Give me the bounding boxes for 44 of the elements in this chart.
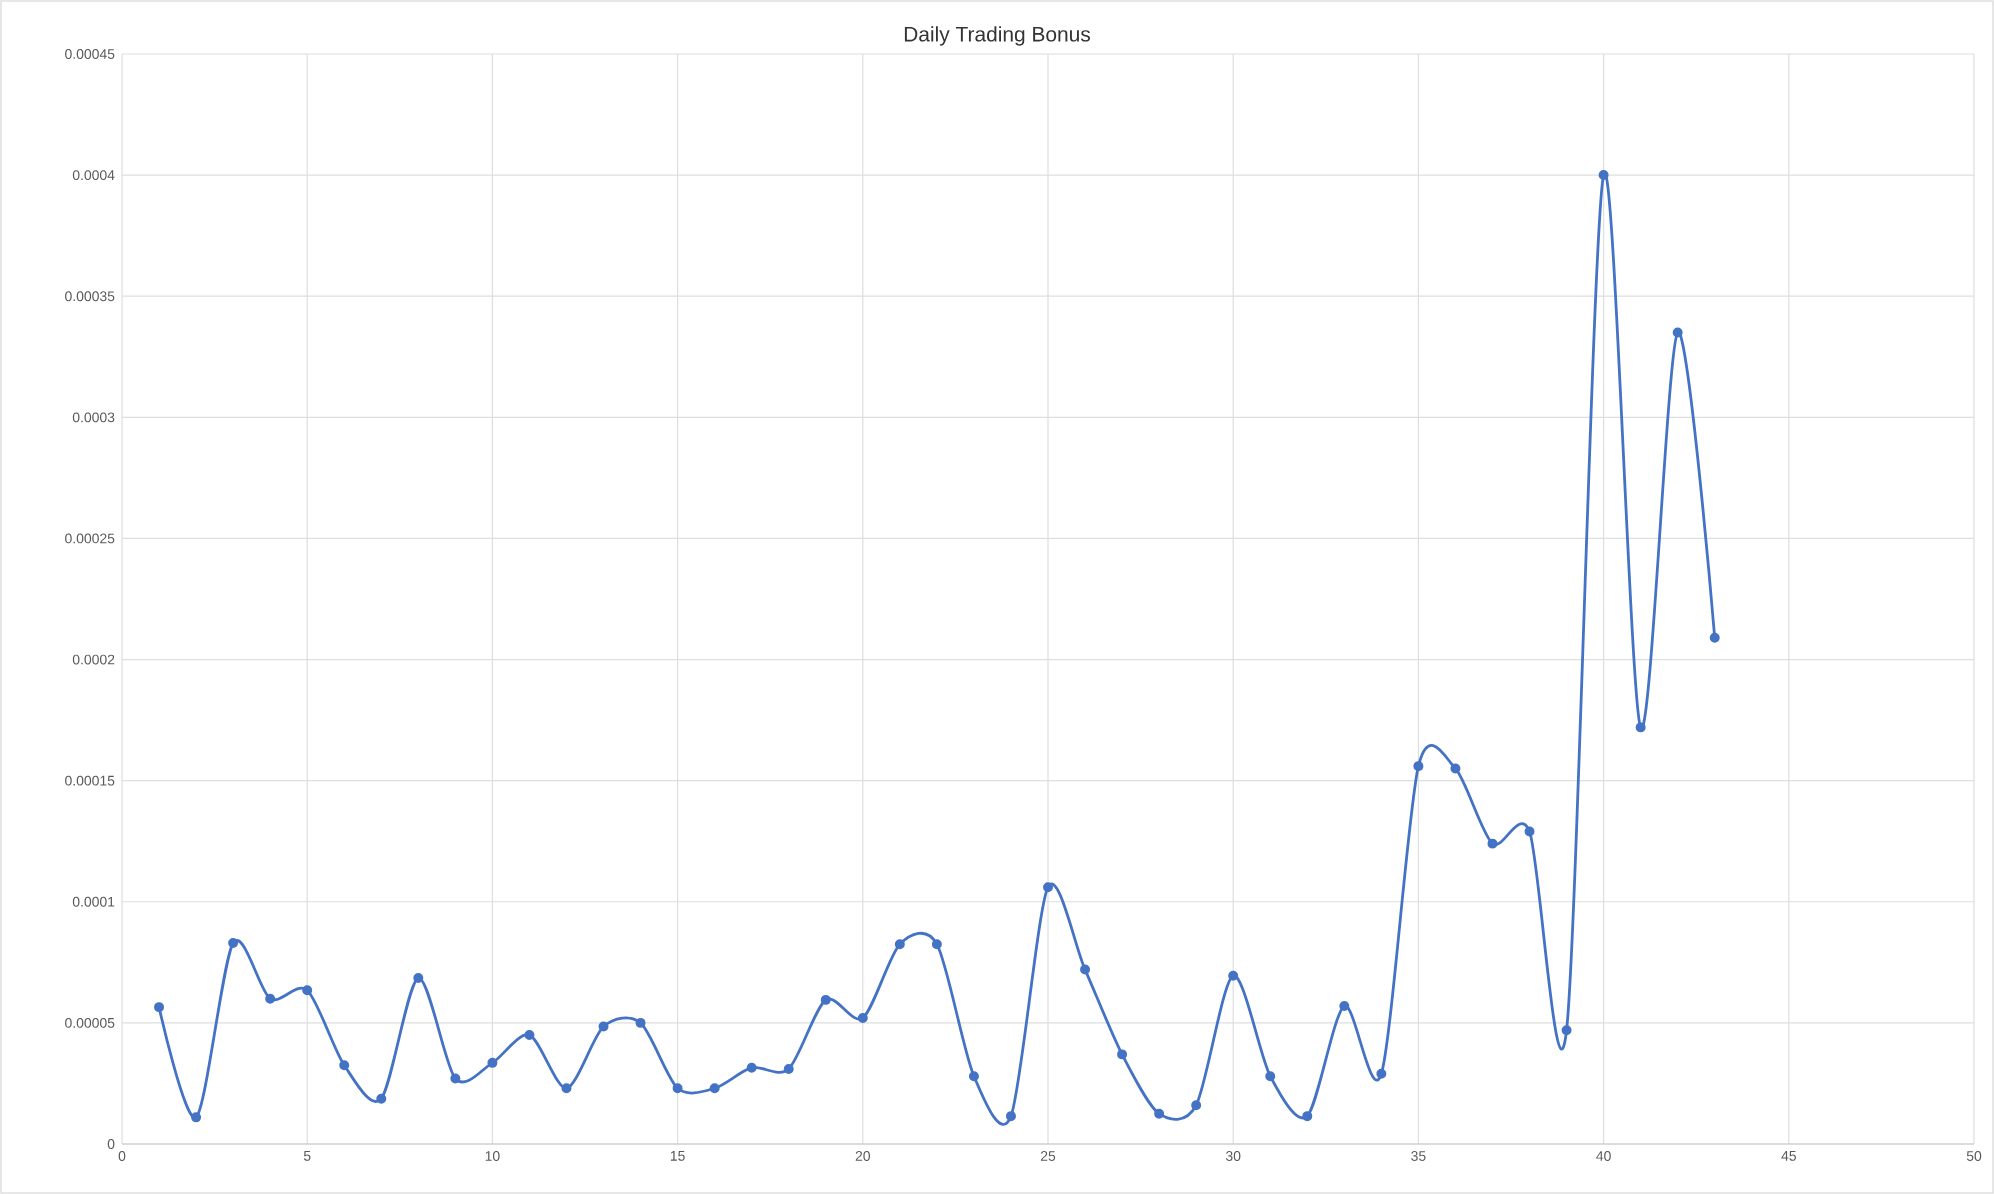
point bbox=[1228, 970, 1239, 981]
point bbox=[1524, 826, 1535, 837]
point bbox=[376, 1093, 387, 1104]
point bbox=[1043, 882, 1053, 893]
point bbox=[709, 1083, 720, 1094]
point bbox=[746, 1062, 757, 1073]
point bbox=[1413, 761, 1424, 772]
point bbox=[154, 1002, 165, 1013]
point bbox=[302, 985, 313, 996]
point bbox=[1487, 838, 1498, 849]
point bbox=[857, 1013, 868, 1024]
point bbox=[598, 1021, 609, 1032]
point bbox=[487, 1057, 498, 1068]
point bbox=[1005, 1111, 1016, 1122]
point bbox=[672, 1083, 683, 1094]
point bbox=[561, 1083, 572, 1094]
point bbox=[413, 973, 424, 984]
point bbox=[1450, 763, 1461, 774]
point bbox=[1265, 1071, 1276, 1082]
point bbox=[783, 1063, 794, 1074]
point bbox=[1598, 170, 1609, 181]
point bbox=[931, 939, 942, 950]
point bbox=[524, 1030, 535, 1040]
point bbox=[339, 1060, 350, 1071]
point bbox=[1672, 327, 1683, 338]
point bbox=[1339, 1000, 1350, 1011]
point bbox=[894, 939, 905, 950]
point bbox=[1080, 964, 1091, 975]
point bbox=[1561, 1025, 1572, 1036]
point bbox=[1302, 1111, 1313, 1122]
point bbox=[820, 994, 831, 1005]
point bbox=[968, 1071, 979, 1082]
point bbox=[191, 1112, 202, 1123]
point bbox=[635, 1017, 646, 1028]
point bbox=[450, 1073, 461, 1084]
point bbox=[1376, 1068, 1387, 1079]
point bbox=[1117, 1049, 1128, 1060]
chart-title: Daily Trading Bonus bbox=[904, 26, 1090, 46]
point bbox=[1191, 1100, 1202, 1111]
point bbox=[1154, 1108, 1165, 1119]
point bbox=[265, 993, 276, 1004]
point bbox=[1635, 722, 1646, 733]
point bbox=[1709, 632, 1720, 643]
point bbox=[228, 937, 239, 948]
